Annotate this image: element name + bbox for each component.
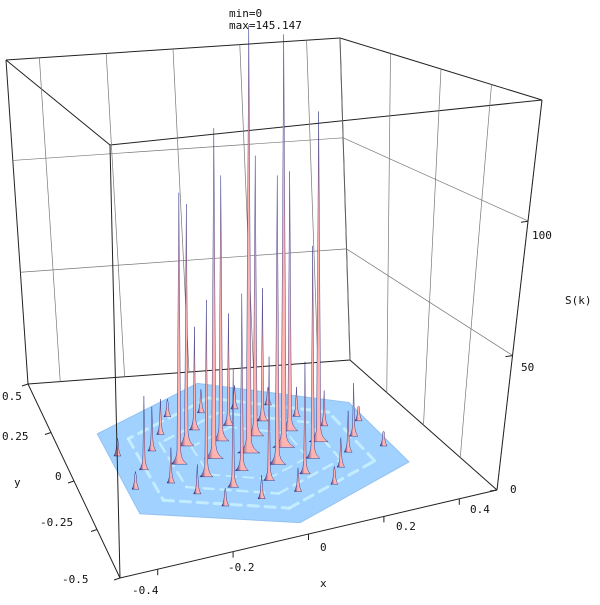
peak-mark: [222, 313, 235, 426]
surface-ripple: [185, 485, 280, 495]
peak-mark: [196, 389, 205, 414]
peak-mark: [336, 437, 345, 468]
surface-ripple: [277, 458, 343, 495]
y-tick-label-05: 0.5: [2, 390, 22, 403]
box-edge: [109, 99, 543, 146]
box-edge: [5, 59, 29, 385]
peak-mark: [343, 410, 353, 453]
surface-ripple: [287, 459, 377, 510]
z-axis-title: S(k): [565, 294, 592, 307]
peak-mark: [177, 204, 195, 447]
peak-mark: [169, 192, 188, 465]
peak-mark: [267, 175, 287, 465]
surface-ripple: [327, 410, 377, 463]
y-tick-mark: [67, 480, 75, 484]
max-label: max=145.147: [229, 19, 302, 32]
gridline: [239, 44, 254, 368]
peak-mark: [379, 430, 388, 447]
y-tick-mark: [90, 529, 98, 532]
peak-mark: [299, 361, 311, 475]
surface-ripple: [158, 411, 221, 445]
surface-ripple: [161, 498, 291, 510]
z-tick-mark: [520, 220, 529, 223]
peak-mark: [230, 385, 239, 410]
min-label: min=0: [229, 7, 262, 20]
gridline: [423, 68, 442, 426]
surface-ripple: [190, 426, 231, 448]
peak-mark: [211, 175, 230, 442]
y-tick-mark: [113, 577, 121, 581]
x-tick-label-neg04: -0.4: [132, 584, 159, 597]
y-tick-label-0: 0: [55, 470, 62, 483]
z-tick-mark: [489, 489, 498, 492]
surface-ripple: [208, 473, 269, 480]
z-tick-mark: [505, 355, 513, 358]
peak-mark: [221, 488, 230, 507]
peak-mark: [163, 399, 172, 417]
y-tick-label-neg025: -0.25: [40, 516, 73, 529]
surface-ripple: [266, 456, 309, 480]
gridline: [386, 53, 391, 393]
peak-mark: [156, 399, 165, 435]
peak-mark: [131, 471, 140, 490]
gridline: [306, 40, 319, 363]
z-tick-label-0: 0: [510, 483, 517, 496]
box-edge: [496, 99, 543, 491]
x-axis-title: x: [320, 577, 327, 590]
peaks-layer: [113, 25, 388, 507]
peak-mark: [292, 386, 301, 417]
peak-mark: [203, 128, 225, 459]
x-tick-label-0: 0: [320, 541, 327, 554]
surface-ripple: [126, 396, 210, 441]
y-tick-mark: [44, 432, 52, 435]
gridline: [339, 37, 351, 361]
peak-mark: [199, 299, 214, 478]
x-tick-label-neg02: -0.2: [228, 561, 255, 574]
peak-mark: [264, 387, 272, 406]
peak-mark: [304, 245, 321, 459]
peak-mark: [138, 396, 149, 470]
y-axis-title: y: [14, 476, 21, 489]
y-tick-mark: [21, 383, 29, 387]
peak-mark: [348, 383, 359, 437]
y-tick-label-neg05: -0.5: [62, 573, 89, 586]
peak-mark: [330, 466, 339, 485]
peak-mark: [147, 406, 157, 452]
surface-ripple: [158, 441, 188, 489]
peak-mark: [193, 464, 202, 495]
box-edge: [5, 59, 111, 146]
peak-mark: [319, 390, 329, 427]
x-tick-label-02: 0.2: [396, 520, 416, 533]
peak-mark: [188, 326, 201, 431]
box-edge: [109, 144, 121, 579]
peak-mark: [227, 369, 240, 488]
z-tick-label-100: 100: [532, 229, 552, 242]
gridline: [39, 57, 61, 382]
peak-mark: [234, 293, 249, 471]
gridline: [105, 53, 125, 377]
y-tick-label-025: 0.25: [2, 430, 29, 443]
peak-mark: [354, 405, 363, 422]
peak-mark: [256, 288, 269, 422]
peak-mark: [263, 356, 276, 481]
peak-mark: [257, 475, 266, 499]
box-front-frame: [21, 99, 543, 581]
z-tick-label-50: 50: [521, 361, 534, 374]
peak-mark: [166, 447, 176, 484]
peak-mark: [293, 467, 303, 492]
gridline: [459, 84, 492, 458]
x-tick-label-04: 0.4: [470, 503, 490, 516]
